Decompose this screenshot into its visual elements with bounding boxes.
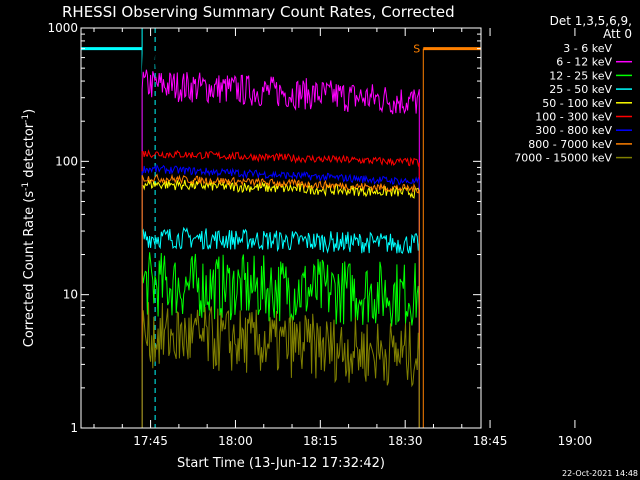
series-line-4-seg-1 (595, 188, 609, 428)
x-tick-label-5: 19:00 (558, 434, 593, 448)
plot-area (81, 28, 609, 429)
series-line-1-seg-0 (141, 69, 420, 428)
legend-header-2: Att 0 (603, 27, 632, 41)
y-tick-label-0: 1 (70, 421, 78, 435)
legend-label-5: 100 - 300 keV (535, 111, 612, 124)
legend-label-0: 3 - 6 keV (563, 42, 612, 55)
legend-header-1: Det 1,3,5,6,9, (550, 14, 632, 28)
series-line-8-seg-0 (141, 302, 420, 428)
series-line-6-seg-0 (141, 163, 420, 428)
x-tick-label-2: 18:15 (303, 434, 338, 448)
series-line-7-seg-0 (141, 173, 420, 428)
legend-label-7: 800 - 7000 keV (528, 138, 612, 151)
series-line-2-seg-0 (141, 252, 420, 428)
y-axis-label-end: ) (22, 109, 37, 114)
y-axis-label: Corrected Count Rate (s-1 detector-1) (21, 109, 37, 347)
saa-label: S (413, 43, 420, 56)
axes: 1 10 100 1000 17:45 18:00 18:15 18:30 18:45 19:00 (47, 21, 592, 448)
series-line-2-seg-1 (595, 267, 609, 428)
series-line-3-seg-1 (595, 221, 609, 428)
x-tick-label-1: 18:00 (218, 434, 253, 448)
y-axis-label-mid: detector (22, 122, 37, 182)
legend-label-6: 300 - 800 keV (535, 124, 612, 137)
y-axis-label-sup2: -1 (21, 114, 31, 123)
x-tick-label-3: 18:30 (388, 434, 423, 448)
series-line-4-seg-0 (141, 179, 420, 428)
footer-date: 22-Oct-2021 14:48 (562, 469, 638, 478)
series-line-5-seg-1 (595, 142, 609, 429)
series-line-8-seg-1 (595, 316, 609, 428)
y-tick-label-1: 10 (63, 288, 78, 302)
y-tick-label-2: 100 (55, 154, 78, 168)
series-line-3-seg-0 (141, 226, 420, 428)
y-axis-label-main: Corrected Count Rate (s (22, 191, 37, 348)
series-line-1-seg-1 (595, 134, 609, 428)
legend-label-4: 50 - 100 keV (542, 97, 612, 110)
x-tick-label-4: 18:45 (473, 434, 508, 448)
series-line-0-seg-1 (595, 137, 609, 429)
legend-label-8: 7000 - 15000 keV (514, 152, 612, 165)
legend-label-2: 12 - 25 keV (549, 69, 612, 82)
y-tick-label-3: 1000 (47, 21, 78, 35)
legend-label-1: 6 - 12 keV (556, 56, 612, 69)
series-line-7-seg-1 (595, 167, 609, 428)
series-line-5-seg-0 (141, 149, 420, 428)
x-axis-label: Start Time (13-Jun-12 17:32:42) (177, 456, 385, 471)
legend-label-3: 25 - 50 keV (549, 83, 612, 96)
y-axis-label-sup1: -1 (21, 182, 31, 191)
plot-frame (80, 27, 482, 429)
series-line-6-seg-1 (595, 147, 609, 428)
chart-title: RHESSI Observing Summary Count Rates, Co… (62, 3, 455, 21)
x-tick-label-0: 17:45 (133, 434, 168, 448)
